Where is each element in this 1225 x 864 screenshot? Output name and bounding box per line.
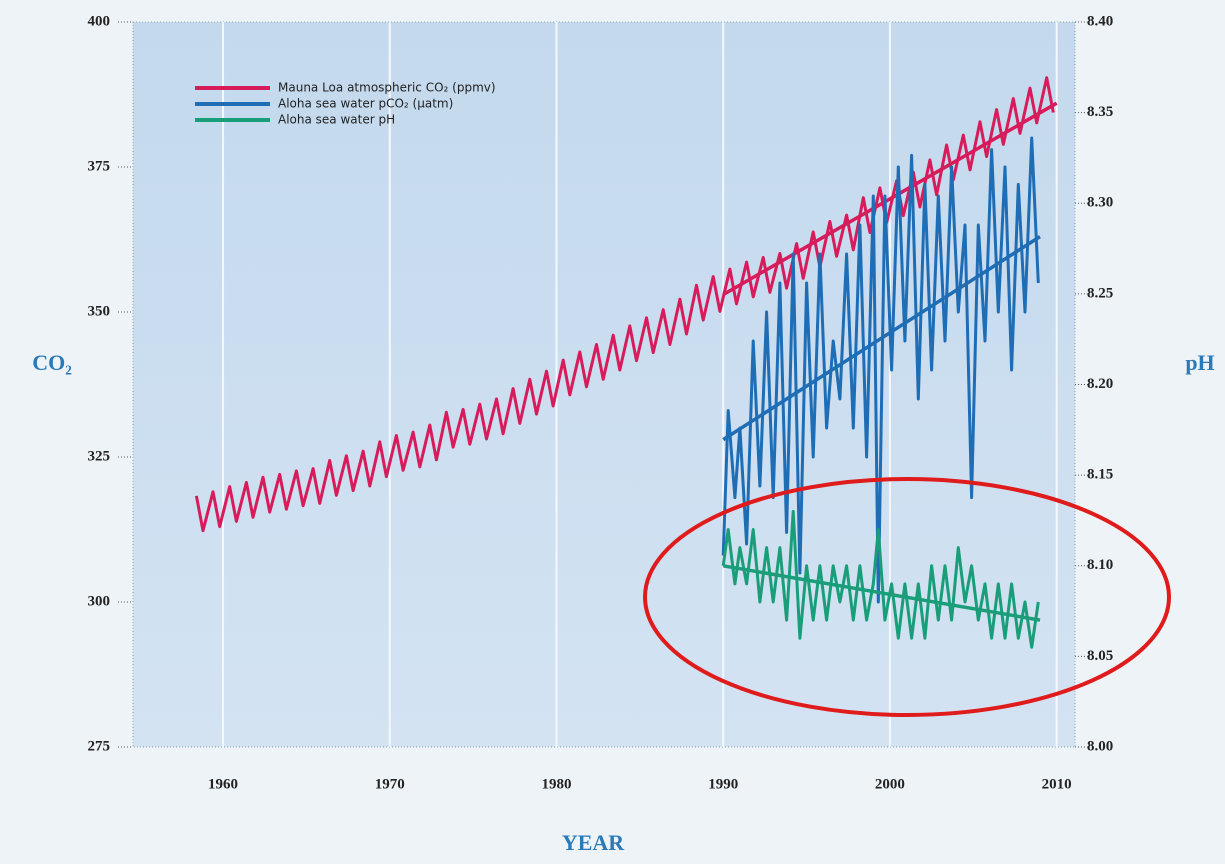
y2-tick-label: 8.00 (1087, 738, 1113, 754)
y2-tick-label: 8.15 (1087, 467, 1113, 483)
y-axis-label: CO₂ (32, 350, 72, 375)
page: 1960 1970 1980 1990 2000 2010 275 300 325 350 375 4… (0, 0, 1225, 859)
y-tick-label: 400 (88, 13, 111, 29)
y2-tick-label: 8.25 (1087, 285, 1113, 301)
x-tick-label: 2010 (1042, 776, 1072, 792)
legend-label: Aloha sea water pCO₂ (µatm) (278, 97, 453, 111)
x-tick-label: 1960 (208, 776, 238, 792)
y2-tick-label: 8.05 (1087, 648, 1113, 664)
x-tick-label: 2000 (875, 776, 905, 792)
y2-tick-label: 8.40 (1087, 13, 1113, 29)
y-tick-label: 350 (88, 303, 111, 319)
y2-axis-label: pH (1185, 350, 1214, 375)
y-tick-label: 275 (88, 738, 111, 754)
x-tick-label: 1970 (375, 776, 405, 792)
y2-tick-label: 8.30 (1087, 195, 1113, 211)
y-tick-label: 300 (88, 593, 111, 609)
y2-tick-label: 8.10 (1087, 557, 1113, 573)
x-tick-label: 1990 (708, 776, 738, 792)
y-tick-label: 325 (88, 448, 111, 464)
y2-tick-label: 8.35 (1087, 104, 1113, 120)
y2-tick-label: 8.20 (1087, 376, 1113, 392)
plot-area (133, 22, 1075, 747)
legend-label: Aloha sea water pH (278, 113, 395, 127)
x-tick-label: 1980 (541, 776, 571, 792)
x-axis-label: YEAR (562, 830, 625, 855)
y-tick-label: 375 (88, 158, 111, 174)
chart: 1960 1970 1980 1990 2000 2010 275 300 325 350 375 4… (0, 0, 1225, 859)
legend-label: Mauna Loa atmospheric CO₂ (ppmv) (278, 81, 496, 95)
